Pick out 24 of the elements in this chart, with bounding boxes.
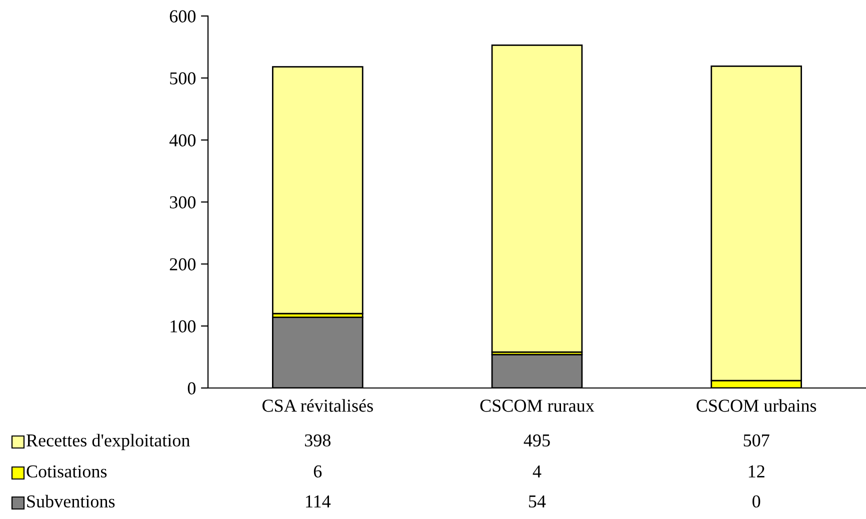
data-label: 0 bbox=[752, 495, 760, 508]
data-label: 114 bbox=[306, 495, 331, 508]
y-tick-label: 600 bbox=[170, 10, 196, 22]
bar bbox=[491, 44, 583, 353]
legend-label: Recettes d'exploitation bbox=[26, 434, 190, 450]
legend-label: Subventions bbox=[27, 494, 115, 508]
data-label: 54 bbox=[529, 495, 546, 508]
x-tick-label: CSCOM ruraux bbox=[480, 400, 594, 412]
data-label: 507 bbox=[744, 434, 770, 447]
data-label: 6 bbox=[314, 465, 322, 478]
x-tick-label: CSCOM urbains bbox=[696, 399, 816, 412]
data-label: 12 bbox=[748, 465, 764, 478]
data-label: 398 bbox=[304, 434, 331, 447]
data-label: 4 bbox=[532, 465, 542, 478]
x-tick-label: CSA révitalisés bbox=[262, 399, 373, 412]
y-tick-label: 400 bbox=[169, 134, 196, 146]
y-tick-label: 300 bbox=[170, 196, 196, 208]
y-tick-label: 100 bbox=[170, 320, 196, 332]
y-tick-label: 0 bbox=[188, 382, 196, 394]
y-tick-label: 500 bbox=[170, 72, 196, 84]
bar bbox=[272, 66, 364, 314]
data-label: 495 bbox=[524, 434, 550, 447]
legend-label: Cotisations bbox=[26, 465, 107, 478]
y-tick-label: 200 bbox=[170, 258, 196, 270]
